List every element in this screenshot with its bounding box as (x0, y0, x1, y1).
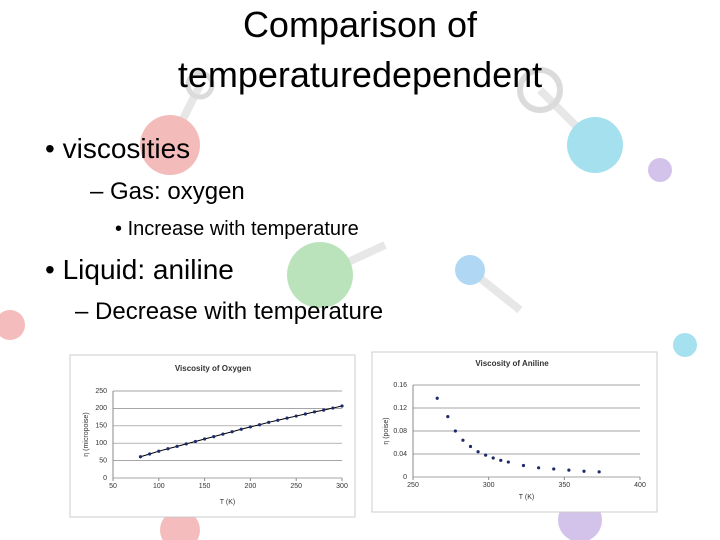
y-axis-label: η (micropoise) (83, 412, 90, 456)
data-point (175, 444, 179, 448)
x-axis-label: T (K) (220, 499, 235, 506)
data-point (435, 396, 439, 400)
y-tick-label: 150 (95, 423, 107, 430)
y-tick-label: 0.16 (393, 382, 407, 389)
bullet-text: viscosities (62, 133, 191, 164)
y-tick-label: 100 (95, 440, 107, 447)
slide-title: Comparison of temperaturedependent (177, 4, 543, 95)
chart-title: Viscosity of Aniline (475, 359, 549, 368)
bullet-marker: – (75, 298, 96, 325)
x-tick-label: 300 (483, 482, 495, 489)
bullet-marker: • (115, 218, 128, 240)
data-point (303, 412, 307, 416)
y-tick-label: 50 (99, 457, 107, 464)
data-point (453, 429, 457, 433)
y-tick-label: 250 (95, 388, 107, 395)
data-point (461, 438, 465, 442)
data-point (331, 406, 335, 410)
x-tick-label: 50 (109, 483, 117, 490)
data-point (597, 470, 601, 474)
y-tick-label: 0.08 (393, 428, 407, 435)
data-point (312, 410, 317, 414)
data-point (582, 469, 586, 473)
bullet-marker: • (45, 133, 63, 164)
x-tick-label: 150 (199, 483, 211, 490)
data-point (468, 444, 473, 449)
y-tick-label: 200 (95, 405, 107, 412)
data-point (340, 404, 344, 408)
data-point (484, 453, 488, 457)
data-point (230, 430, 234, 434)
bullet-text: Increase with temperature (127, 218, 359, 240)
chart-title: Viscosity of Oxygen (175, 364, 251, 373)
data-point (221, 432, 225, 436)
x-tick-label: 400 (634, 482, 646, 489)
data-point (248, 425, 252, 429)
bullet: – Gas: oxygen (90, 178, 245, 206)
y-tick-label: 0 (103, 475, 107, 482)
x-tick-label: 300 (336, 483, 348, 490)
data-point (322, 408, 326, 412)
y-tick-label: 0 (403, 474, 407, 481)
data-point (157, 449, 161, 453)
data-point (506, 460, 510, 464)
data-point (239, 427, 243, 431)
y-axis-label: η (poise) (383, 417, 390, 444)
data-point (567, 468, 571, 472)
data-point (257, 423, 262, 427)
data-point (491, 456, 495, 460)
data-point (521, 463, 526, 468)
y-tick-label: 0.04 (393, 451, 407, 458)
data-point (203, 437, 207, 441)
bullet: • Liquid: aniline (45, 254, 234, 286)
bullet: • viscosities (45, 133, 190, 165)
x-tick-label: 200 (245, 483, 257, 490)
data-point (499, 458, 503, 462)
data-point (446, 415, 450, 419)
bullet-text: Decrease with temperature (95, 298, 384, 325)
data-point (148, 452, 152, 456)
y-tick-label: 0.12 (393, 405, 407, 412)
data-point (552, 467, 556, 471)
data-point (537, 466, 541, 470)
data-point (276, 418, 280, 422)
bullet: – Decrease with temperature (75, 298, 383, 326)
bullet-marker: • (45, 254, 63, 285)
data-point (138, 455, 143, 459)
data-point (476, 450, 480, 454)
bullet: • Increase with temperature (115, 218, 359, 241)
data-point (166, 447, 170, 451)
x-tick-label: 350 (558, 482, 570, 489)
bullet-text: Liquid: aniline (62, 254, 234, 285)
data-point (285, 416, 289, 420)
molecule-decoration (0, 67, 697, 540)
data-point (212, 434, 216, 439)
data-point (193, 439, 198, 444)
data-point (267, 420, 271, 424)
bullet-text: Gas: oxygen (110, 178, 245, 205)
x-tick-label: 100 (153, 483, 165, 490)
chart-frame (371, 351, 658, 513)
data-point (184, 442, 188, 446)
bullet-marker: – (90, 178, 111, 205)
x-axis-label: T (K) (519, 494, 534, 501)
data-point (294, 414, 298, 418)
x-tick-label: 250 (290, 483, 302, 490)
x-tick-label: 250 (407, 482, 419, 489)
